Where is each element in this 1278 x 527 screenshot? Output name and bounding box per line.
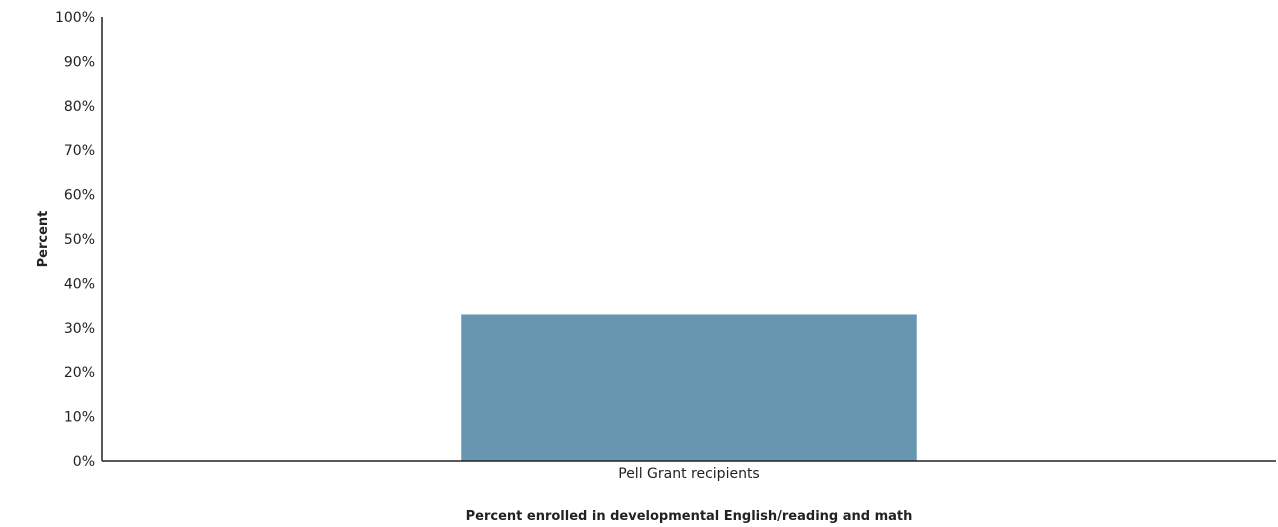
y-axis-title: Percent: [36, 211, 51, 268]
y-tick-label: 70%: [64, 143, 95, 159]
y-tick-label: 40%: [64, 276, 95, 292]
bar: [461, 314, 917, 461]
y-axis-ticks: 0% 10% 20% 30% 40% 50% 60% 70% 80% 90% 100%: [55, 10, 95, 470]
y-tick-label: 30%: [64, 321, 95, 337]
bars: [461, 314, 917, 461]
x-tick-label: Pell Grant recipients: [618, 466, 759, 482]
y-tick-label: 10%: [64, 410, 95, 426]
y-tick-label: 20%: [64, 365, 95, 381]
y-tick-label: 80%: [64, 99, 95, 115]
y-tick-label: 100%: [55, 10, 95, 26]
y-tick-label: 90%: [64, 54, 95, 70]
y-tick-label: 0%: [73, 454, 95, 470]
y-tick-label: 50%: [64, 232, 95, 248]
category-labels: Pell Grant recipients: [618, 466, 759, 482]
x-axis-title: Percent enrolled in developmental Englis…: [466, 509, 913, 524]
y-tick-label: 60%: [64, 188, 95, 204]
